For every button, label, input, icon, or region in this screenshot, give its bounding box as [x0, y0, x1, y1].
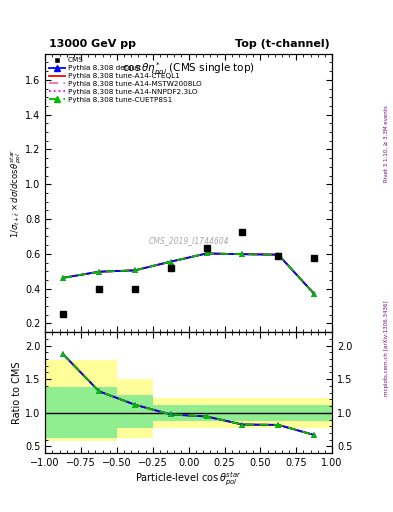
Legend: CMS, Pythia 8.308 default, Pythia 8.308 tune-A14-CTEQL1, Pythia 8.308 tune-A14-M: CMS, Pythia 8.308 default, Pythia 8.308 … — [49, 57, 201, 103]
Text: mcplots.cern.ch [arXiv:1306.3436]: mcplots.cern.ch [arXiv:1306.3436] — [384, 301, 389, 396]
Y-axis label: Ratio to CMS: Ratio to CMS — [12, 361, 22, 424]
Text: Rivet 3.1.10, ≥ 3.3M events: Rivet 3.1.10, ≥ 3.3M events — [384, 105, 389, 182]
Text: CMS_2019_I1744604: CMS_2019_I1744604 — [149, 236, 229, 245]
Text: 13000 GeV pp: 13000 GeV pp — [49, 38, 136, 49]
Y-axis label: $1/\sigma_{t+\bar{t}}\times d\sigma/d\cos\theta^{star}_{pol}$: $1/\sigma_{t+\bar{t}}\times d\sigma/d\co… — [8, 148, 24, 238]
Text: $\cos\theta\eta^*_{pol}$ (CMS single top): $\cos\theta\eta^*_{pol}$ (CMS single top… — [122, 61, 255, 78]
Text: Top (t-channel): Top (t-channel) — [235, 38, 330, 49]
X-axis label: Particle-level $\cos\theta^{star}_{pol}$: Particle-level $\cos\theta^{star}_{pol}$ — [135, 471, 242, 488]
